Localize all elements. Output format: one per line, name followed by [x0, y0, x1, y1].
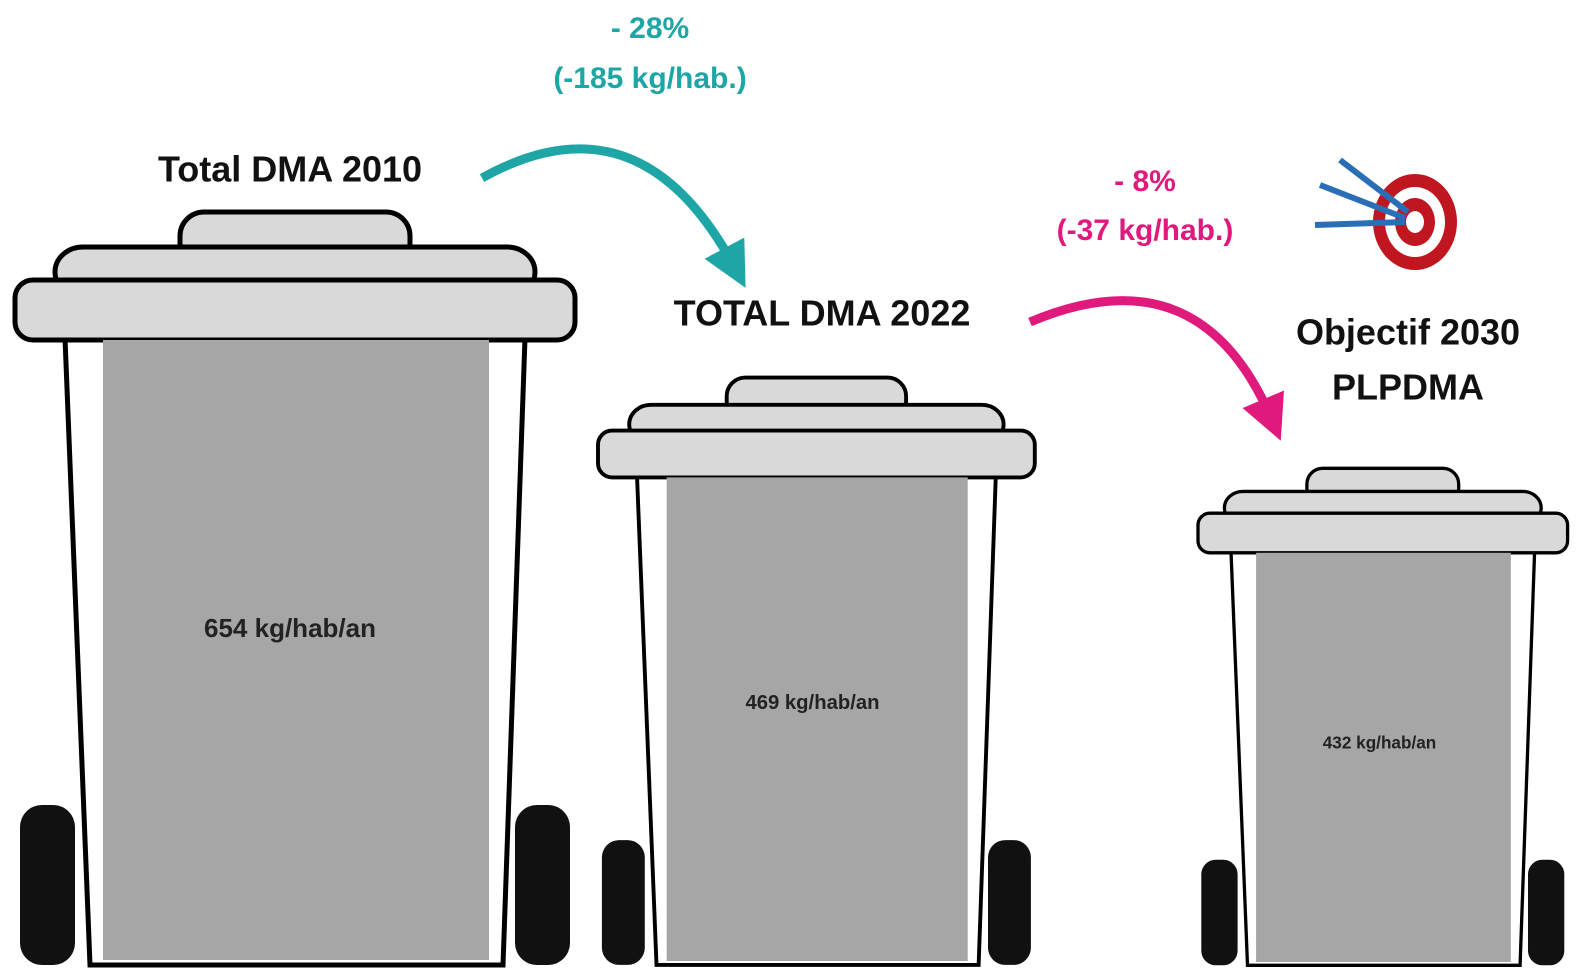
wheel: [1201, 859, 1238, 966]
bin: 654 kg/hab/an: [12, 209, 578, 968]
bin-rim: [12, 277, 578, 343]
bin-fill: [666, 477, 968, 961]
bin-fill: [1256, 552, 1511, 962]
bin-rim: [596, 428, 1037, 480]
arrow-teal: [479, 144, 746, 288]
wheel: [515, 805, 570, 965]
bin-title: Objectif 2030: [1296, 312, 1520, 353]
bin-fill: [103, 340, 489, 960]
wheel: [988, 840, 1031, 965]
bin-label: 654 kg/hab/an: [204, 613, 376, 643]
arrow-pink: [1028, 296, 1284, 441]
bin: 469 kg/hab/an: [596, 375, 1037, 967]
bin-label: 469 kg/hab/an: [745, 692, 879, 714]
wheel: [20, 805, 75, 965]
change-percent: - 28%: [611, 12, 689, 45]
bin: 432 kg/hab/an: [1196, 466, 1570, 967]
bin-title: TOTAL DMA 2022: [674, 293, 971, 334]
change-detail: (-37 kg/hab.): [1057, 214, 1234, 247]
change-percent: - 8%: [1114, 165, 1176, 198]
target-icon: [1314, 157, 1457, 270]
bin-label: 432 kg/hab/an: [1323, 733, 1436, 753]
change-detail: (-185 kg/hab.): [553, 62, 746, 95]
wheel: [1528, 859, 1565, 966]
bin-rim: [1196, 511, 1570, 555]
wheel: [601, 840, 645, 965]
bin-title: PLPDMA: [1332, 367, 1484, 408]
bin-title: Total DMA 2010: [158, 149, 422, 190]
